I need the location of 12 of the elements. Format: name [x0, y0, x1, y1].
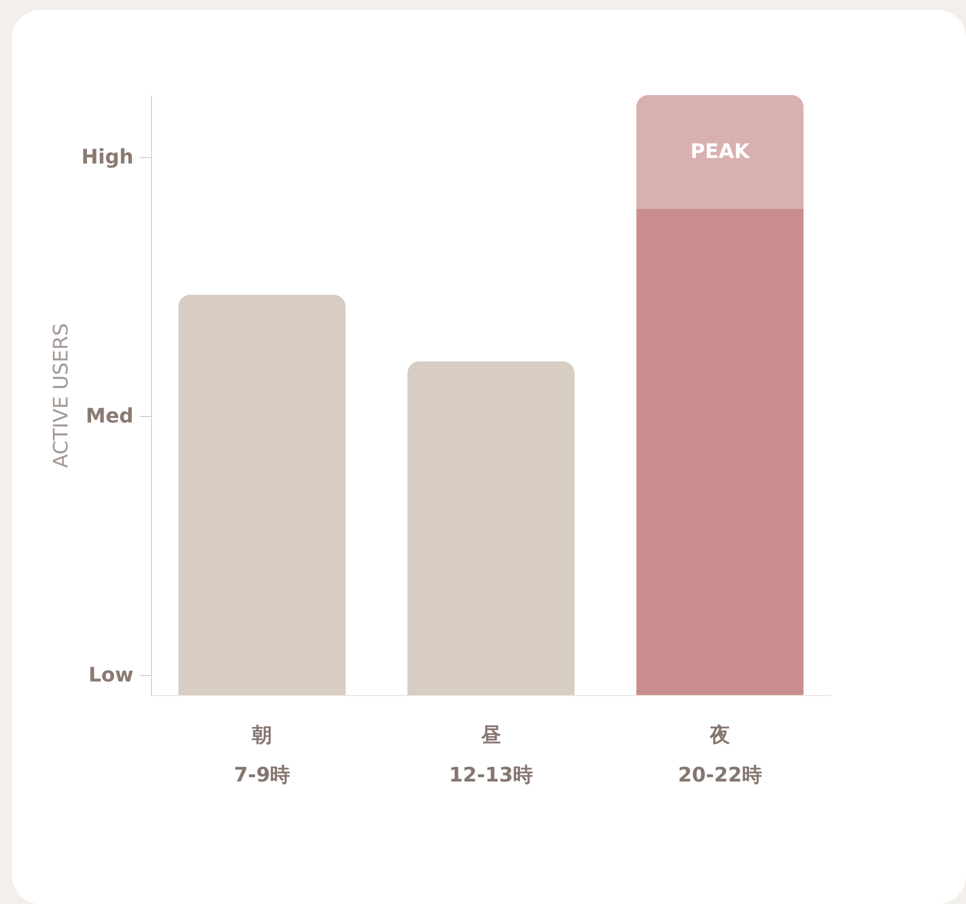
- bar: [636, 95, 804, 209]
- bar: [636, 209, 804, 695]
- text: Low: [88, 662, 134, 687]
- y-axis-title: ACTIVE USERS: [48, 323, 72, 468]
- bar: [178, 294, 346, 695]
- annotation: PEAK: [690, 139, 752, 163]
- x-tick-label: 昼 12-13時: [449, 722, 533, 786]
- text: High: [81, 144, 134, 168]
- x-tick-label: 夜 20-22時: [678, 722, 762, 786]
- bar: [407, 361, 575, 695]
- text: Med: [86, 404, 134, 428]
- x-tick-label: 朝 7-9時: [234, 722, 290, 786]
